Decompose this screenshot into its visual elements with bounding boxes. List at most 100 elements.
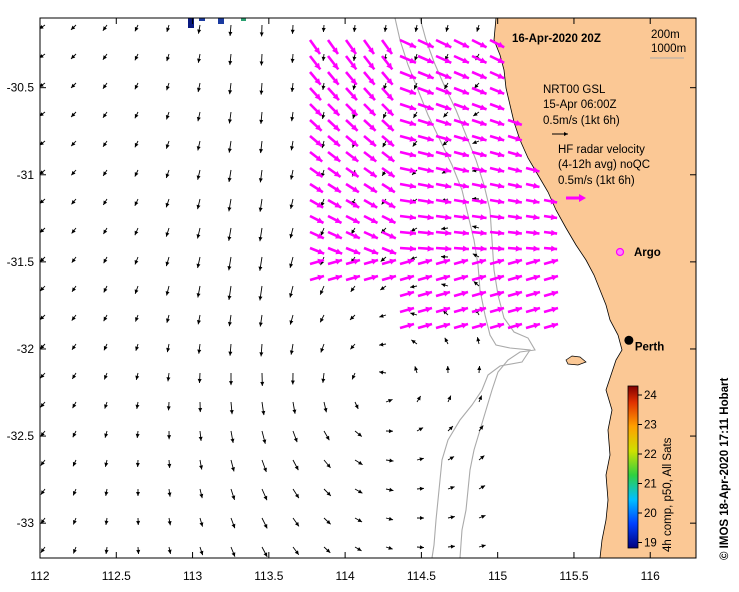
gsl-arrow-head — [321, 114, 326, 119]
hf-arrow-head — [368, 78, 375, 85]
gsl-arrow-head — [103, 229, 108, 235]
gsl-arrow-head — [479, 425, 484, 430]
hf-arrow-head — [497, 290, 504, 297]
hf-arrow-head — [480, 214, 487, 221]
x-tick-label: 114.5 — [407, 569, 436, 583]
gsl-arrow-head — [102, 55, 107, 60]
gsl-arrow-head — [166, 318, 170, 323]
gsl-arrow-head — [71, 141, 76, 147]
hf-arrow-head — [479, 258, 486, 265]
hf-arrow-head — [551, 290, 558, 297]
hf-arrow-head — [479, 57, 487, 63]
gsl-arrow-head — [229, 409, 234, 415]
x-tick-label: 115 — [488, 569, 507, 583]
gsl-arrow-head — [165, 144, 170, 149]
gsl-arrow-head — [445, 366, 450, 371]
hf-arrow-head — [370, 202, 378, 208]
gsl-arrow-head — [263, 467, 267, 473]
hf-arrow-head — [389, 258, 396, 265]
gsl-arrow-head — [40, 519, 45, 524]
hf-arrow-head — [333, 170, 341, 177]
hf-arrow-head — [551, 306, 558, 313]
gsl-arrow-head — [196, 204, 201, 210]
hf-arrow-head — [353, 258, 360, 265]
gsl-arrow-head — [227, 321, 232, 327]
gsl-arrow-head — [134, 289, 139, 294]
hf-arrow-head — [479, 290, 486, 297]
gsl-arrow-head — [412, 142, 417, 147]
hf-arrow-head — [462, 88, 469, 95]
argo-label: Argo — [634, 247, 661, 259]
hf-arrow-head — [353, 233, 360, 239]
gsl-arrow-head — [104, 433, 109, 438]
gsl-arrow-head — [199, 493, 204, 499]
hf-arrow-head — [369, 155, 377, 162]
gsl-arrow-head — [104, 520, 109, 525]
gsl-arrow-head — [40, 257, 45, 262]
hf-arrow-head — [388, 186, 395, 193]
hf-arrow-head — [443, 274, 450, 281]
gsl-arrow-head — [40, 25, 44, 29]
gsl-arrow-head — [354, 404, 359, 409]
gsl-arrow-head — [258, 178, 263, 183]
hf-arrow-head — [515, 322, 522, 329]
gsl-arrow-head — [40, 402, 45, 408]
hf-arrow-head — [317, 248, 325, 255]
hf-arrow-head — [533, 290, 540, 297]
gsl-arrow-head — [165, 261, 170, 267]
gsl-arrow-head — [380, 286, 385, 291]
gsl-arrow-head — [258, 296, 263, 301]
gsl-arrow-head — [321, 85, 326, 90]
hf-arrow-head — [550, 245, 558, 252]
gsl-arrow-head — [449, 456, 455, 461]
gsl-arrow-head — [229, 381, 234, 386]
hf-arrow-head — [533, 198, 540, 205]
hf-arrow-head — [479, 88, 487, 95]
gsl-arrow-head — [352, 114, 357, 119]
hf-arrow-head — [386, 109, 394, 116]
hf-arrow-head — [462, 182, 469, 189]
gsl-arrow-head — [389, 458, 394, 463]
gsl-arrow-head — [258, 322, 263, 327]
hf-arrow-head — [461, 274, 468, 281]
hf-arrow-head — [515, 214, 522, 221]
argo-marker — [615, 247, 625, 257]
gsl-arrow-head — [352, 85, 357, 90]
hf-arrow-head — [315, 170, 323, 177]
hf-arrow-head — [479, 104, 487, 111]
hf-arrow-head — [444, 104, 452, 111]
hf-arrow-head — [532, 182, 540, 189]
gsl-arrow-head — [135, 375, 140, 380]
gsl-arrow-head — [167, 520, 172, 526]
y-tick-label: -31.5 — [7, 255, 35, 269]
gsl-arrow-head — [352, 27, 357, 32]
hf-arrow-head — [427, 167, 434, 174]
hf-arrow-head — [444, 88, 452, 95]
gsl-arrow-head — [413, 113, 418, 119]
gsl-arrow-head — [450, 486, 455, 490]
hf-arrow-head — [351, 139, 358, 147]
gsl-arrow-head — [350, 344, 355, 350]
hf-arrow-head — [462, 167, 469, 174]
hf-arrow-head — [532, 167, 540, 173]
hf-arrow-head — [479, 306, 486, 313]
gsl-arrow-head — [477, 366, 482, 371]
hf-arrow-head — [462, 245, 469, 252]
gsl-arrow-head — [40, 141, 44, 146]
gsl-arrow-head — [103, 316, 108, 322]
gsl-arrow-head — [134, 201, 139, 206]
hf-arrow-head — [332, 93, 339, 101]
hf-arrow-head — [461, 306, 468, 313]
hf-arrow-head — [314, 93, 321, 101]
hf-arrow-head — [351, 124, 358, 131]
hf-arrow-head — [409, 104, 416, 111]
hf-arrow-head — [352, 217, 360, 223]
gsl-arrow-head — [259, 119, 264, 124]
hf-arrow-head — [533, 274, 540, 281]
hf-legend-line1: HF radar velocity — [558, 144, 645, 156]
gsl-arrow-head — [72, 403, 77, 409]
gsl-arrow-head — [357, 489, 363, 494]
gsl-arrow-head — [134, 113, 139, 119]
hf-arrow-head — [497, 322, 504, 329]
gsl-arrow-head — [104, 404, 108, 409]
